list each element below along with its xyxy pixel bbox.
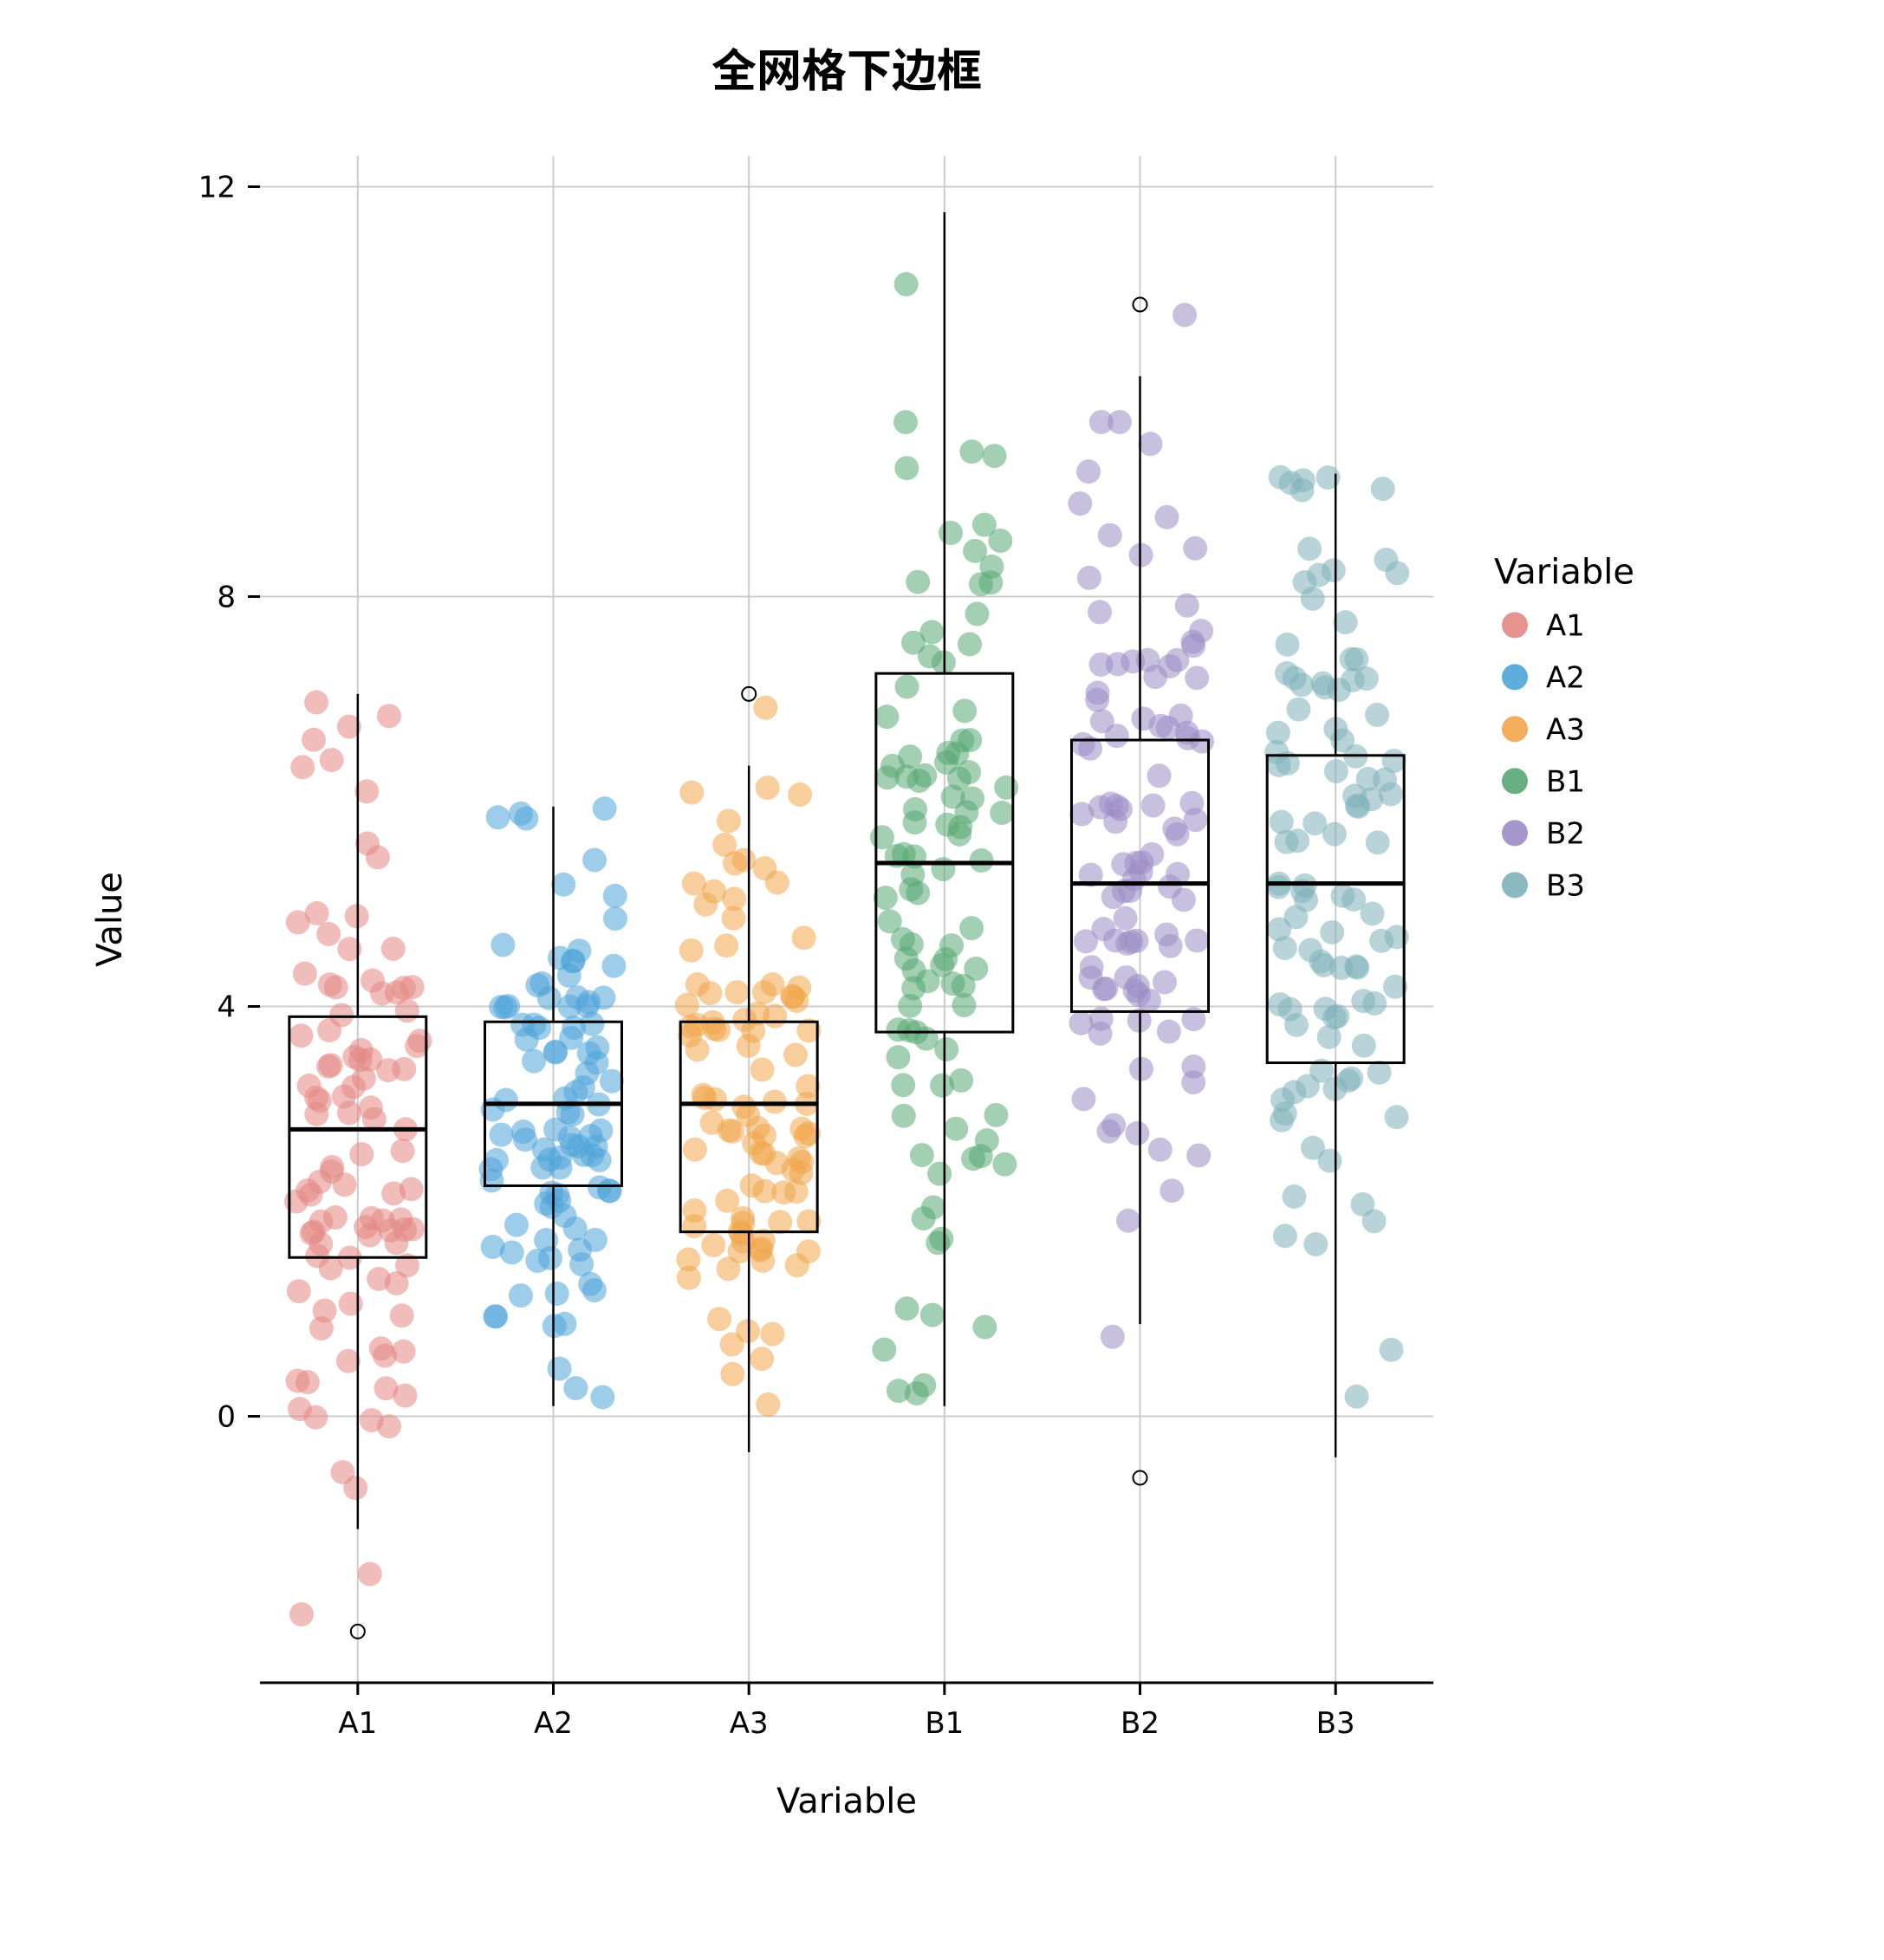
x-tick-B1: B1 (925, 1706, 964, 1741)
legend-item-B3: B3 (1546, 868, 1585, 903)
y-tick-4: 4 (217, 990, 236, 1025)
y-axis-label: Value (90, 872, 130, 967)
x-axis-label: Variable (776, 1782, 917, 1821)
y-tick-12: 12 (198, 170, 236, 204)
y-tick-0: 0 (217, 1400, 236, 1435)
x-tick-A1: A1 (338, 1706, 377, 1741)
legend-item-B1: B1 (1546, 764, 1585, 799)
x-tick-A3: A3 (730, 1706, 769, 1741)
y-tick-8: 8 (217, 580, 236, 614)
x-tick-B3: B3 (1316, 1706, 1355, 1741)
legend-item-B2: B2 (1546, 816, 1585, 851)
legend-item-A2: A2 (1546, 660, 1585, 695)
x-tick-B2: B2 (1121, 1706, 1160, 1741)
legend-item-A3: A3 (1546, 712, 1585, 747)
legend-item-A1: A1 (1546, 608, 1585, 643)
x-tick-A2: A2 (534, 1706, 573, 1741)
legend-title: Variable (1494, 552, 1634, 592)
chart-container: A1 A2 A3 B1 B2 B3 0 4 8 12 Variable Value 全网格下边框 Vari… (0, 0, 1884, 1960)
chart-title: 全网格下边框 (711, 46, 982, 98)
boxplot-chart: A1 A2 A3 B1 B2 B3 0 4 8 12 Variable Value 全网格下边框 Vari… (0, 0, 1884, 1960)
